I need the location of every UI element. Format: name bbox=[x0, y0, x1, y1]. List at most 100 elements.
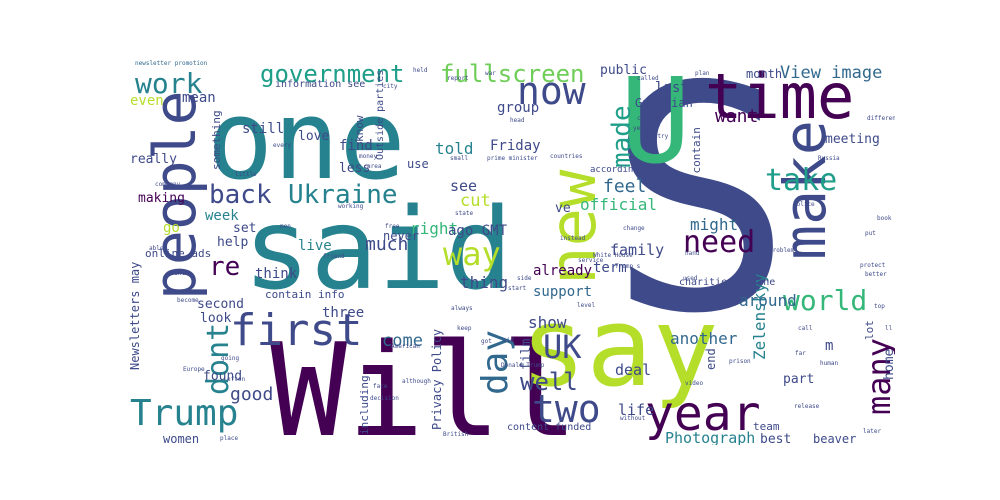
word-put: put bbox=[865, 230, 876, 237]
word-help: help bbox=[217, 235, 248, 250]
word-set: set bbox=[233, 221, 256, 236]
word-keep: keep bbox=[457, 325, 472, 332]
word-find: find bbox=[339, 138, 373, 154]
word-free: free bbox=[385, 223, 400, 230]
word-plan: plan bbox=[695, 70, 710, 77]
word-little: little bbox=[235, 171, 257, 178]
word-made: made bbox=[607, 105, 637, 168]
word-deal: deal bbox=[615, 361, 651, 379]
word-may-contain: may contain bbox=[690, 127, 703, 200]
word-might: might bbox=[690, 215, 738, 234]
word-men: men bbox=[280, 223, 291, 230]
word-film: film bbox=[519, 339, 534, 370]
word-head: head bbox=[510, 117, 525, 124]
word-city: city bbox=[383, 83, 398, 90]
word-ll: ll bbox=[885, 325, 893, 332]
word-change: change bbox=[623, 225, 645, 232]
word-war: war bbox=[485, 70, 496, 77]
word-used: used bbox=[683, 275, 698, 282]
word-guardian: Guardian bbox=[635, 96, 693, 110]
word-held: held bbox=[413, 67, 428, 74]
word-different: different bbox=[867, 115, 895, 122]
word-first: first bbox=[230, 305, 362, 356]
word-newsletters-may: Newsletters may bbox=[128, 262, 142, 370]
word-re: re bbox=[209, 252, 240, 282]
word-uk: UK bbox=[543, 328, 582, 366]
word-bbc: BBC bbox=[713, 194, 735, 208]
word-photograph: Photograph bbox=[665, 429, 755, 445]
word-view-image: View image bbox=[780, 63, 882, 83]
word-far: far bbox=[795, 350, 806, 357]
word-say: say bbox=[520, 283, 719, 411]
word-week: week bbox=[205, 208, 239, 224]
word-end: end bbox=[704, 348, 718, 370]
word-outside-parties: Outside parties bbox=[375, 70, 386, 160]
word-home: home bbox=[882, 349, 895, 380]
word-making: making bbox=[138, 191, 185, 206]
word-friday: Friday bbox=[490, 138, 541, 154]
word-aid: aid bbox=[503, 337, 514, 344]
word-face: face bbox=[373, 383, 388, 390]
word-said: said bbox=[243, 185, 513, 315]
word-side: side bbox=[517, 275, 532, 282]
word-according: according bbox=[590, 165, 639, 175]
word-service: service bbox=[578, 257, 604, 264]
word-trumps: Trump s bbox=[615, 263, 641, 270]
word-family: family bbox=[610, 241, 664, 259]
word-american: American bbox=[391, 343, 420, 350]
word-use: use bbox=[407, 157, 429, 171]
word-fullscreen: fullscreen bbox=[440, 60, 585, 88]
word-although: although bbox=[402, 378, 431, 385]
word-every: every bbox=[273, 142, 291, 149]
word-russia: Russia bbox=[818, 155, 840, 162]
word-day: day bbox=[475, 330, 516, 395]
word-new: new bbox=[537, 169, 611, 285]
word-time: time bbox=[705, 60, 854, 133]
word-show: show bbox=[528, 313, 567, 332]
word-later: later bbox=[863, 428, 881, 435]
word-public: public bbox=[600, 63, 647, 78]
word-charities-online: charities online bbox=[679, 277, 775, 288]
word-come: come bbox=[382, 331, 423, 351]
word-even: even bbox=[130, 93, 164, 109]
word-life: life bbox=[618, 401, 654, 419]
word-ukraine: Ukraine bbox=[288, 180, 398, 210]
word-yet: yet bbox=[633, 125, 644, 132]
word-see: see bbox=[450, 177, 477, 195]
word-including: including bbox=[358, 375, 371, 435]
word-small: small bbox=[450, 155, 468, 162]
word-month: month bbox=[746, 67, 782, 81]
word-company: company bbox=[155, 181, 181, 188]
word-trump: Trump bbox=[130, 393, 238, 434]
word-go: go bbox=[163, 220, 180, 236]
word-country: country bbox=[643, 133, 669, 140]
word-feel: feel bbox=[603, 176, 646, 197]
word-contain-info: contain info bbox=[265, 288, 344, 301]
word-report: report bbox=[447, 75, 469, 82]
word-video: video bbox=[685, 380, 703, 387]
word-good: good bbox=[230, 384, 273, 405]
word-sign: sign bbox=[682, 295, 697, 302]
word-cloud-svg: S said Will say one U time make people n… bbox=[128, 60, 895, 445]
word-u: U bbox=[620, 60, 691, 190]
word-want: want bbox=[715, 106, 758, 127]
word-state: state bbox=[455, 210, 473, 217]
word-something: something bbox=[210, 110, 223, 170]
word-money: money bbox=[359, 153, 377, 160]
word-way: way bbox=[443, 235, 501, 273]
word-much: much bbox=[365, 234, 408, 255]
word-privacy-policy: Privacy Policy bbox=[430, 329, 444, 430]
word-meeting: meeting bbox=[825, 132, 880, 147]
word-work: work bbox=[135, 67, 203, 100]
word-support: support bbox=[533, 284, 592, 300]
word-look: look bbox=[200, 311, 231, 326]
word-always: always bbox=[451, 305, 473, 312]
word-countries: countries bbox=[550, 153, 583, 160]
word-last: last bbox=[655, 80, 689, 96]
word-british: British bbox=[443, 431, 469, 438]
word-know: know bbox=[353, 115, 366, 142]
word-back: back bbox=[209, 180, 272, 210]
word-told: told bbox=[435, 139, 474, 158]
word-book: book bbox=[877, 215, 892, 222]
word-point: point bbox=[167, 270, 185, 277]
